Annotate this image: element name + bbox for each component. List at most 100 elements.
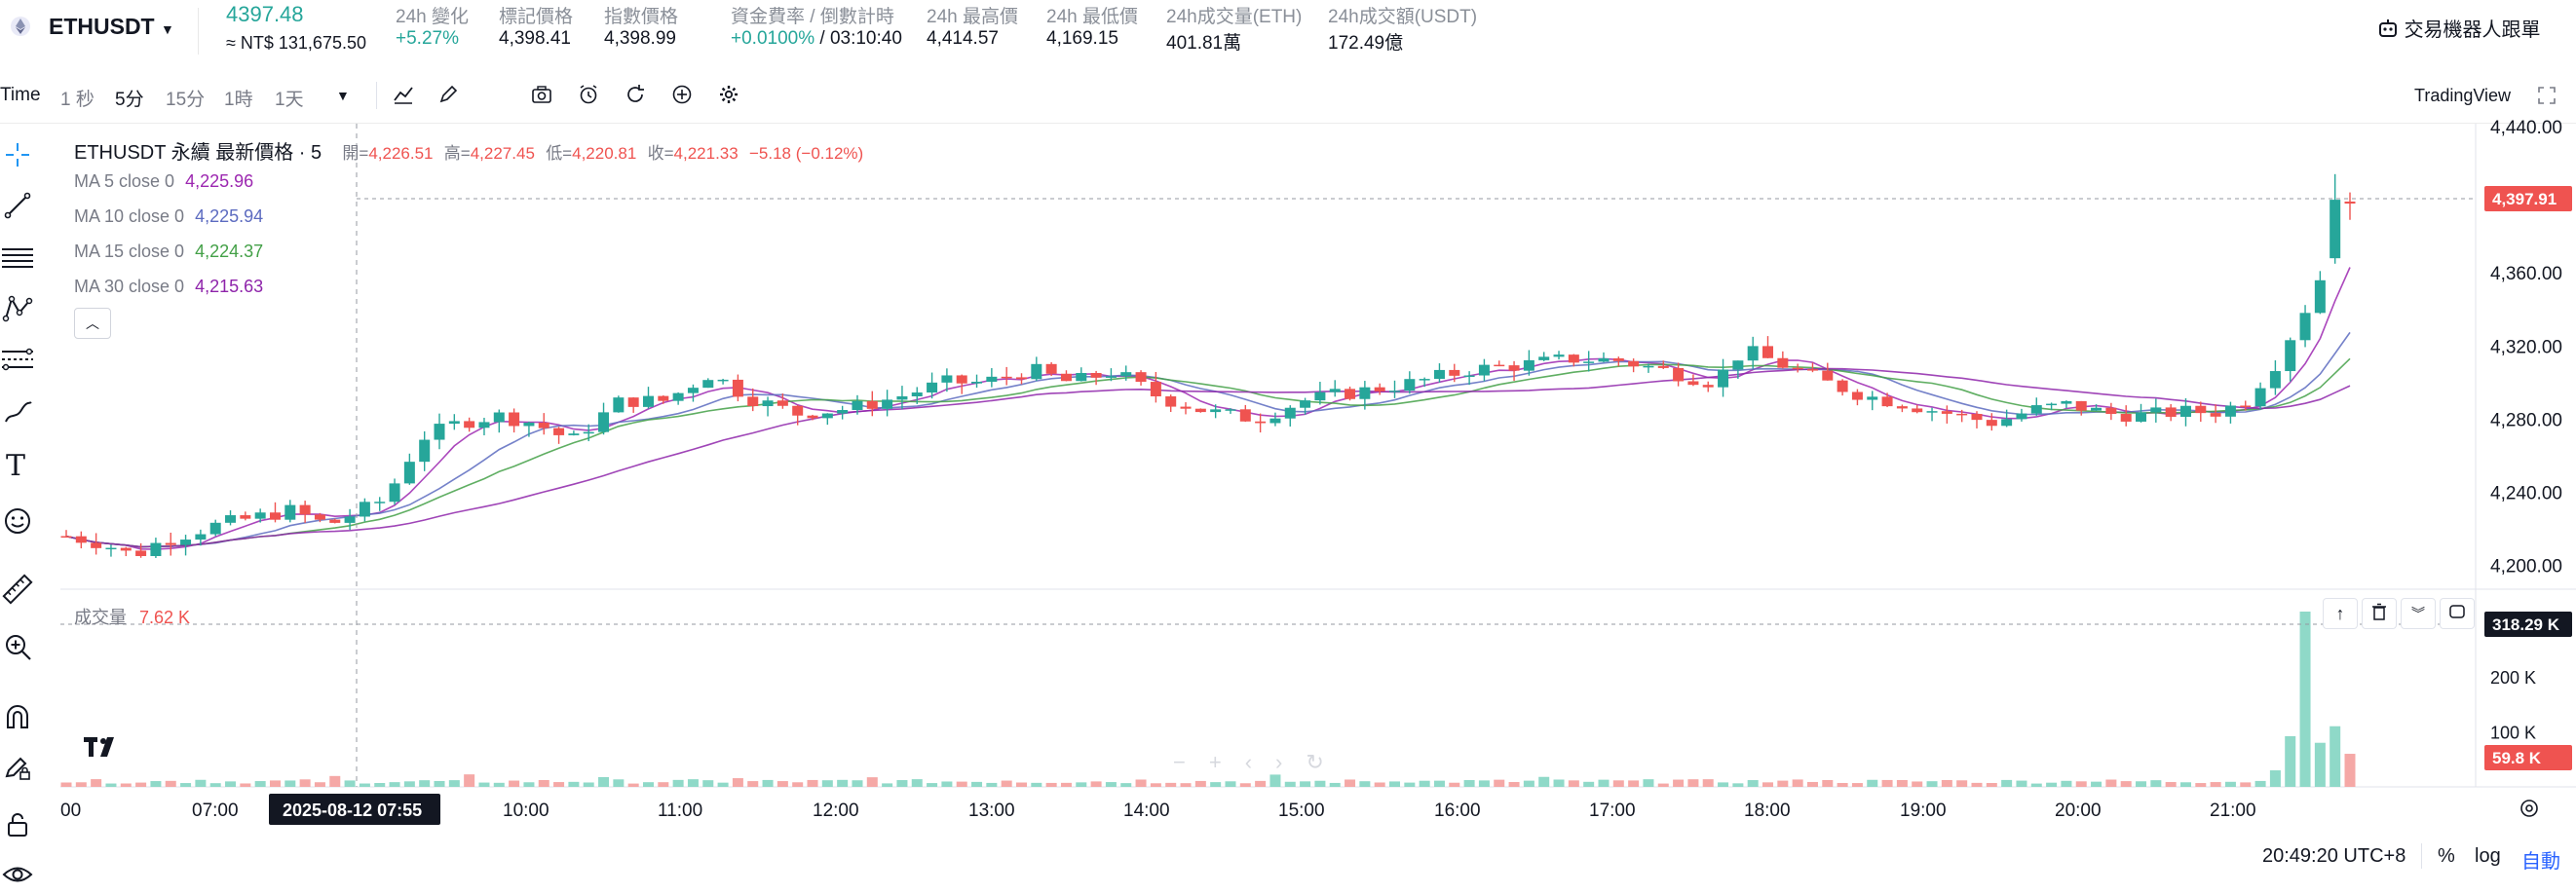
volume-bar [1225,781,1236,787]
volume-bar [852,780,863,787]
delete-pane-button[interactable] [2362,598,2397,629]
time-label: Time [0,85,41,105]
replay-icon[interactable] [624,83,647,111]
volume-bar [2179,782,2191,787]
reset-icon[interactable]: ↻ [1306,750,1347,774]
volume-bar [1718,782,1729,787]
volume-bar [374,783,386,787]
zoom-out-icon[interactable]: − [1173,750,1209,774]
candle-body [195,534,207,540]
timeframe-15m[interactable]: 15分 [166,90,206,110]
scroll-left-icon[interactable]: ‹ [1244,750,1276,774]
volume-bar [2046,782,2058,787]
timeframe-1d[interactable]: 1天 [275,90,304,110]
volume-bar [1956,780,1968,787]
ma10-value: 4,225.94 [195,206,264,226]
brush-icon[interactable] [2,398,33,430]
candle-body [1687,381,1699,386]
tradingview-label[interactable]: TradingView [2414,86,2512,105]
camera-icon[interactable] [530,83,553,111]
candle-body [1150,382,1161,396]
stat-value-main: 172.49億 [1328,33,1404,54]
volume-bar [1374,782,1385,787]
stat-value-3: +0.0100% / 03:10:40 [731,28,902,50]
add-icon[interactable] [670,83,694,111]
timeframe-dropdown-icon[interactable]: ▼ [336,88,350,103]
candle-body [1538,356,1550,360]
candle-body [1657,365,1669,368]
volume-bar [598,776,610,787]
collapse-pane-button[interactable]: ︾ [2401,598,2436,629]
volume-bar [1657,783,1669,787]
stat-value-5: 4,169.15 [1046,28,1118,50]
time-axis-settings-icon[interactable] [2518,797,2541,825]
volume-bar [225,781,237,787]
volume-bar [687,779,699,787]
zoom-in-icon[interactable] [3,632,32,666]
emoji-icon[interactable] [3,506,32,540]
move-pane-up-button[interactable]: ↑ [2323,598,2358,629]
pen-icon[interactable] [436,83,460,111]
timeframe-1h[interactable]: 1時 [224,90,253,110]
horizontal-lines-icon[interactable] [2,244,33,277]
text-icon[interactable]: T [6,449,26,483]
ma-legend-10[interactable]: MA 10 close 0 4,225.94 [74,206,263,227]
ma15-label: MA 15 close 0 [74,242,185,261]
volume-bar [882,783,893,787]
candle-body [2075,400,2087,411]
ruler-icon[interactable] [2,574,33,610]
zoom-in-small-icon[interactable]: + [1208,750,1245,774]
indicators-icon[interactable] [392,83,415,111]
symbol-selector[interactable]: ETHUSDT ▼ [49,14,174,40]
lock-icon[interactable] [3,809,32,843]
magnet-icon[interactable] [3,702,32,736]
time-axis-label: 18:00 [1744,801,1791,821]
lock-pencil-icon[interactable] [3,753,32,787]
auto-scale-toggle[interactable]: 自動 [2521,851,2560,873]
ma-legend-5[interactable]: MA 5 close 0 4,225.96 [74,171,253,192]
volume-bar [1553,779,1565,787]
candle-body [1419,379,1430,381]
crosshair-icon[interactable] [4,141,31,173]
timeframe-5m[interactable]: 5分 [115,90,144,110]
pattern-icon[interactable] [2,295,33,327]
candle-body [2210,413,2221,417]
candle-body [165,542,176,545]
candle-body [1090,372,1102,378]
volume-bar [1912,781,1923,787]
ma-legend-30[interactable]: MA 30 close 0 4,215.63 [74,277,263,297]
timeframe-1s[interactable]: 1 秒 [60,90,95,110]
trend-line-icon[interactable] [4,192,31,224]
candle-body [1329,389,1341,392]
percent-scale-toggle[interactable]: % [2438,845,2455,867]
candle-body [254,512,266,519]
alarm-icon[interactable] [577,83,600,111]
candle-body [821,413,833,419]
volume-bar [1389,781,1401,787]
low-value: 4,220.81 [572,144,637,163]
collapse-legend-button[interactable]: ︿ [74,308,111,339]
candle-body [105,547,117,550]
volume-bar [478,782,490,787]
volume-bar [493,782,505,787]
scroll-right-icon[interactable]: › [1275,750,1307,774]
gear-icon[interactable] [717,83,740,111]
volume-bar [2314,742,2326,787]
candle-body [135,550,147,556]
candle-body [493,412,505,423]
bot-follow-button[interactable]: 交易機器人跟單 [2377,14,2541,45]
fullscreen-icon[interactable] [2537,86,2557,110]
candle-body [882,399,893,409]
fib-icon[interactable] [2,346,33,378]
candle-body [1478,364,1490,376]
volume-bar [105,783,117,787]
divider [2421,843,2422,869]
maximize-pane-button[interactable] [2440,598,2475,629]
price-axis-label: 4,320.00 [2490,337,2562,357]
clock[interactable]: 20:49:20 UTC+8 [2262,845,2406,867]
log-scale-toggle[interactable]: log [2475,845,2501,867]
eye-icon[interactable] [2,860,33,894]
candle-body [1060,373,1072,382]
volume-bar [792,782,804,787]
ma-legend-15[interactable]: MA 15 close 0 4,224.37 [74,242,263,262]
